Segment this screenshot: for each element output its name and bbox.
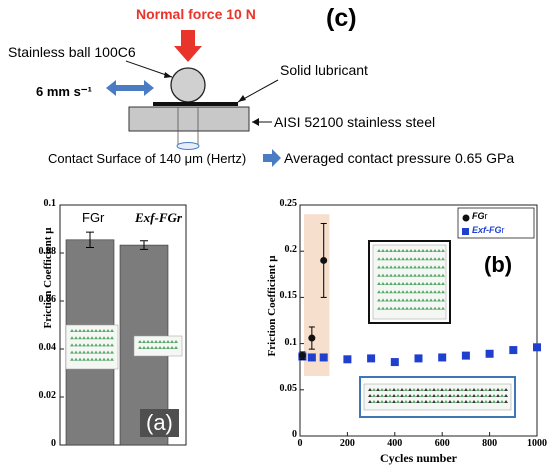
chart-b-point-fgr — [320, 256, 328, 264]
chart-b-point-exf-fgr — [343, 355, 352, 364]
chart-b-point-exf-fgr — [319, 353, 328, 362]
legend-label-fgr: FGr — [472, 211, 488, 221]
steel-block — [128, 106, 250, 132]
solid-lubricant-layer — [153, 102, 238, 106]
legend-label-exf-fgr: Exf-FGr — [472, 225, 505, 235]
chart-b-point-fgr — [298, 352, 306, 360]
chart-b-point-exf-fgr — [509, 346, 518, 355]
chart-a-ytick-label: 0.04 — [38, 342, 57, 353]
exf-fgr-structure-image — [133, 335, 183, 357]
chart-a — [59, 204, 187, 446]
lubricant-label: Solid lubricant — [280, 62, 368, 78]
chart-b-legend — [457, 207, 535, 239]
chart-b-xtick-label: 800 — [482, 438, 498, 449]
chart-a-category-fgr: FGr — [82, 210, 105, 225]
chart-b-ytick-label: 0.1 — [284, 336, 298, 348]
chart-b-point-exf-fgr — [461, 351, 470, 360]
chart-a-ytick-label: 0.02 — [38, 390, 57, 401]
normal-force-arrow — [174, 30, 202, 62]
ball-pointer — [125, 60, 173, 78]
chart-b-ylabel: Friction Coefficient μ — [266, 255, 278, 357]
ball-label: Stainless ball 100C6 — [8, 44, 136, 60]
chart-b-point-exf-fgr — [485, 349, 494, 358]
chart-b-point-exf-fgr — [390, 358, 399, 367]
chart-b-xtick-label: 0 — [297, 438, 303, 449]
chart-b-xtick-label: 200 — [339, 438, 355, 449]
chart-b-point-exf-fgr — [307, 353, 316, 362]
chart-b-frame — [299, 204, 538, 437]
normal-force-label: Normal force 10 N — [136, 6, 256, 22]
stainless-ball — [170, 67, 206, 103]
chart-b-xlabel: Cycles number — [380, 451, 457, 465]
chart-b-ytick-label: 0.05 — [279, 382, 298, 394]
legend-marker-fgr — [462, 214, 470, 222]
speed-label: 6 mm s⁻¹ — [36, 84, 92, 99]
chart-b-point-exf-fgr — [438, 353, 447, 362]
exf-fgr-inset-structure — [363, 383, 512, 411]
chart-b-xtick-label: 600 — [434, 438, 450, 449]
chart-b-point-fgr — [308, 334, 316, 342]
fgr-inset-structure — [372, 244, 447, 320]
chart-a-ytick-label: 0.06 — [38, 294, 57, 305]
chart-a-ylabel: Friction Coefficient μ — [42, 227, 54, 329]
chart-b-point-exf-fgr — [367, 354, 376, 363]
chart-b — [298, 204, 541, 437]
chart-b-ytick-label: 0.25 — [279, 198, 298, 209]
chart-b-ytick-label: 0 — [292, 429, 297, 440]
fgr-structure-image — [65, 324, 119, 370]
chart-b-xtick-label: 400 — [387, 438, 403, 449]
panel-label-a: (a) — [140, 409, 179, 437]
contact-ellipse — [176, 142, 200, 150]
chart-a-ytick-label: 0.1 — [43, 198, 57, 209]
panel-label-c: (c) — [326, 4, 357, 32]
chart-b-highlight-region — [304, 214, 330, 376]
legend-marker-exf-fgr — [462, 228, 469, 235]
panel-label-b: (b) — [484, 252, 513, 277]
steel-label: AISI 52100 stainless steel — [274, 114, 436, 130]
chart-b-ytick-label: 0.2 — [284, 244, 298, 256]
chart-b-xtick-label: 1000 — [527, 438, 547, 449]
chart-a-ytick-label: 0.08 — [38, 246, 57, 257]
chart-b-point-exf-fgr — [533, 343, 541, 352]
chart-b-point-exf-fgr — [414, 354, 423, 363]
chart-a-category-exf-fgr: Exf-FGr — [135, 210, 182, 225]
sliding-double-arrow — [106, 80, 154, 96]
chart-b-ytick-label: 0.15 — [279, 290, 298, 302]
schematic-graphics — [106, 30, 281, 167]
pressure-arrow — [263, 149, 281, 167]
contact-surface-label: Contact Surface of 140 μm (Hertz) — [48, 151, 247, 166]
chart-a-ytick-label: 0 — [51, 438, 56, 449]
contact-pressure-label: Averaged contact pressure 0.65 GPa — [284, 150, 515, 166]
